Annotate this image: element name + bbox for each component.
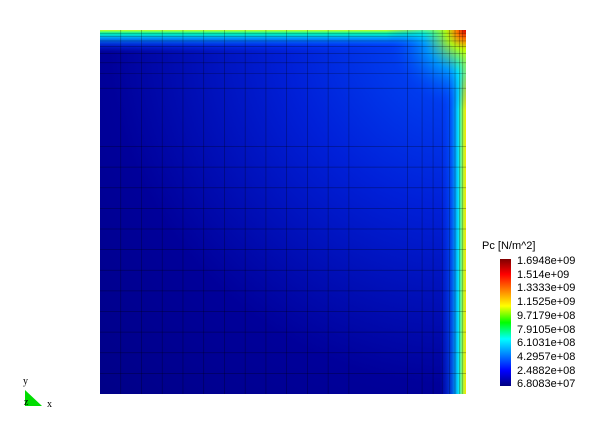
field-region — [100, 30, 466, 394]
colorbar-tick-label: 7.9105e+08 — [517, 323, 576, 336]
triad-z-label: z — [24, 397, 29, 408]
colorbar-tick-label: 1.1525e+09 — [517, 296, 576, 309]
colorbar-tick-label: 6.8083e+07 — [517, 378, 576, 391]
top-edge-gradient — [100, 30, 466, 52]
corner-gradient — [386, 30, 466, 110]
colorbar-tick-label: 9.7179e+08 — [517, 309, 576, 322]
colorbar — [500, 259, 511, 386]
triad-x-label: x — [47, 399, 52, 410]
colorbar-tick-label: 4.2957e+08 — [517, 350, 576, 363]
colorbar-tick-label: 1.6948e+09 — [517, 255, 576, 267]
colorbar-title: Pc [N/m^2] — [482, 240, 536, 252]
mesh-grid — [100, 30, 466, 394]
colorbar-tick-label: 2.4882e+08 — [517, 364, 576, 377]
colorbar-tick-label: 1.3333e+09 — [517, 282, 576, 295]
colorbar-tick-label: 1.514e+09 — [517, 268, 570, 281]
triad-y-label: y — [23, 376, 28, 387]
colorbar-tick-label: 6.1031e+08 — [517, 337, 576, 350]
axis-triad-icon — [25, 390, 42, 406]
